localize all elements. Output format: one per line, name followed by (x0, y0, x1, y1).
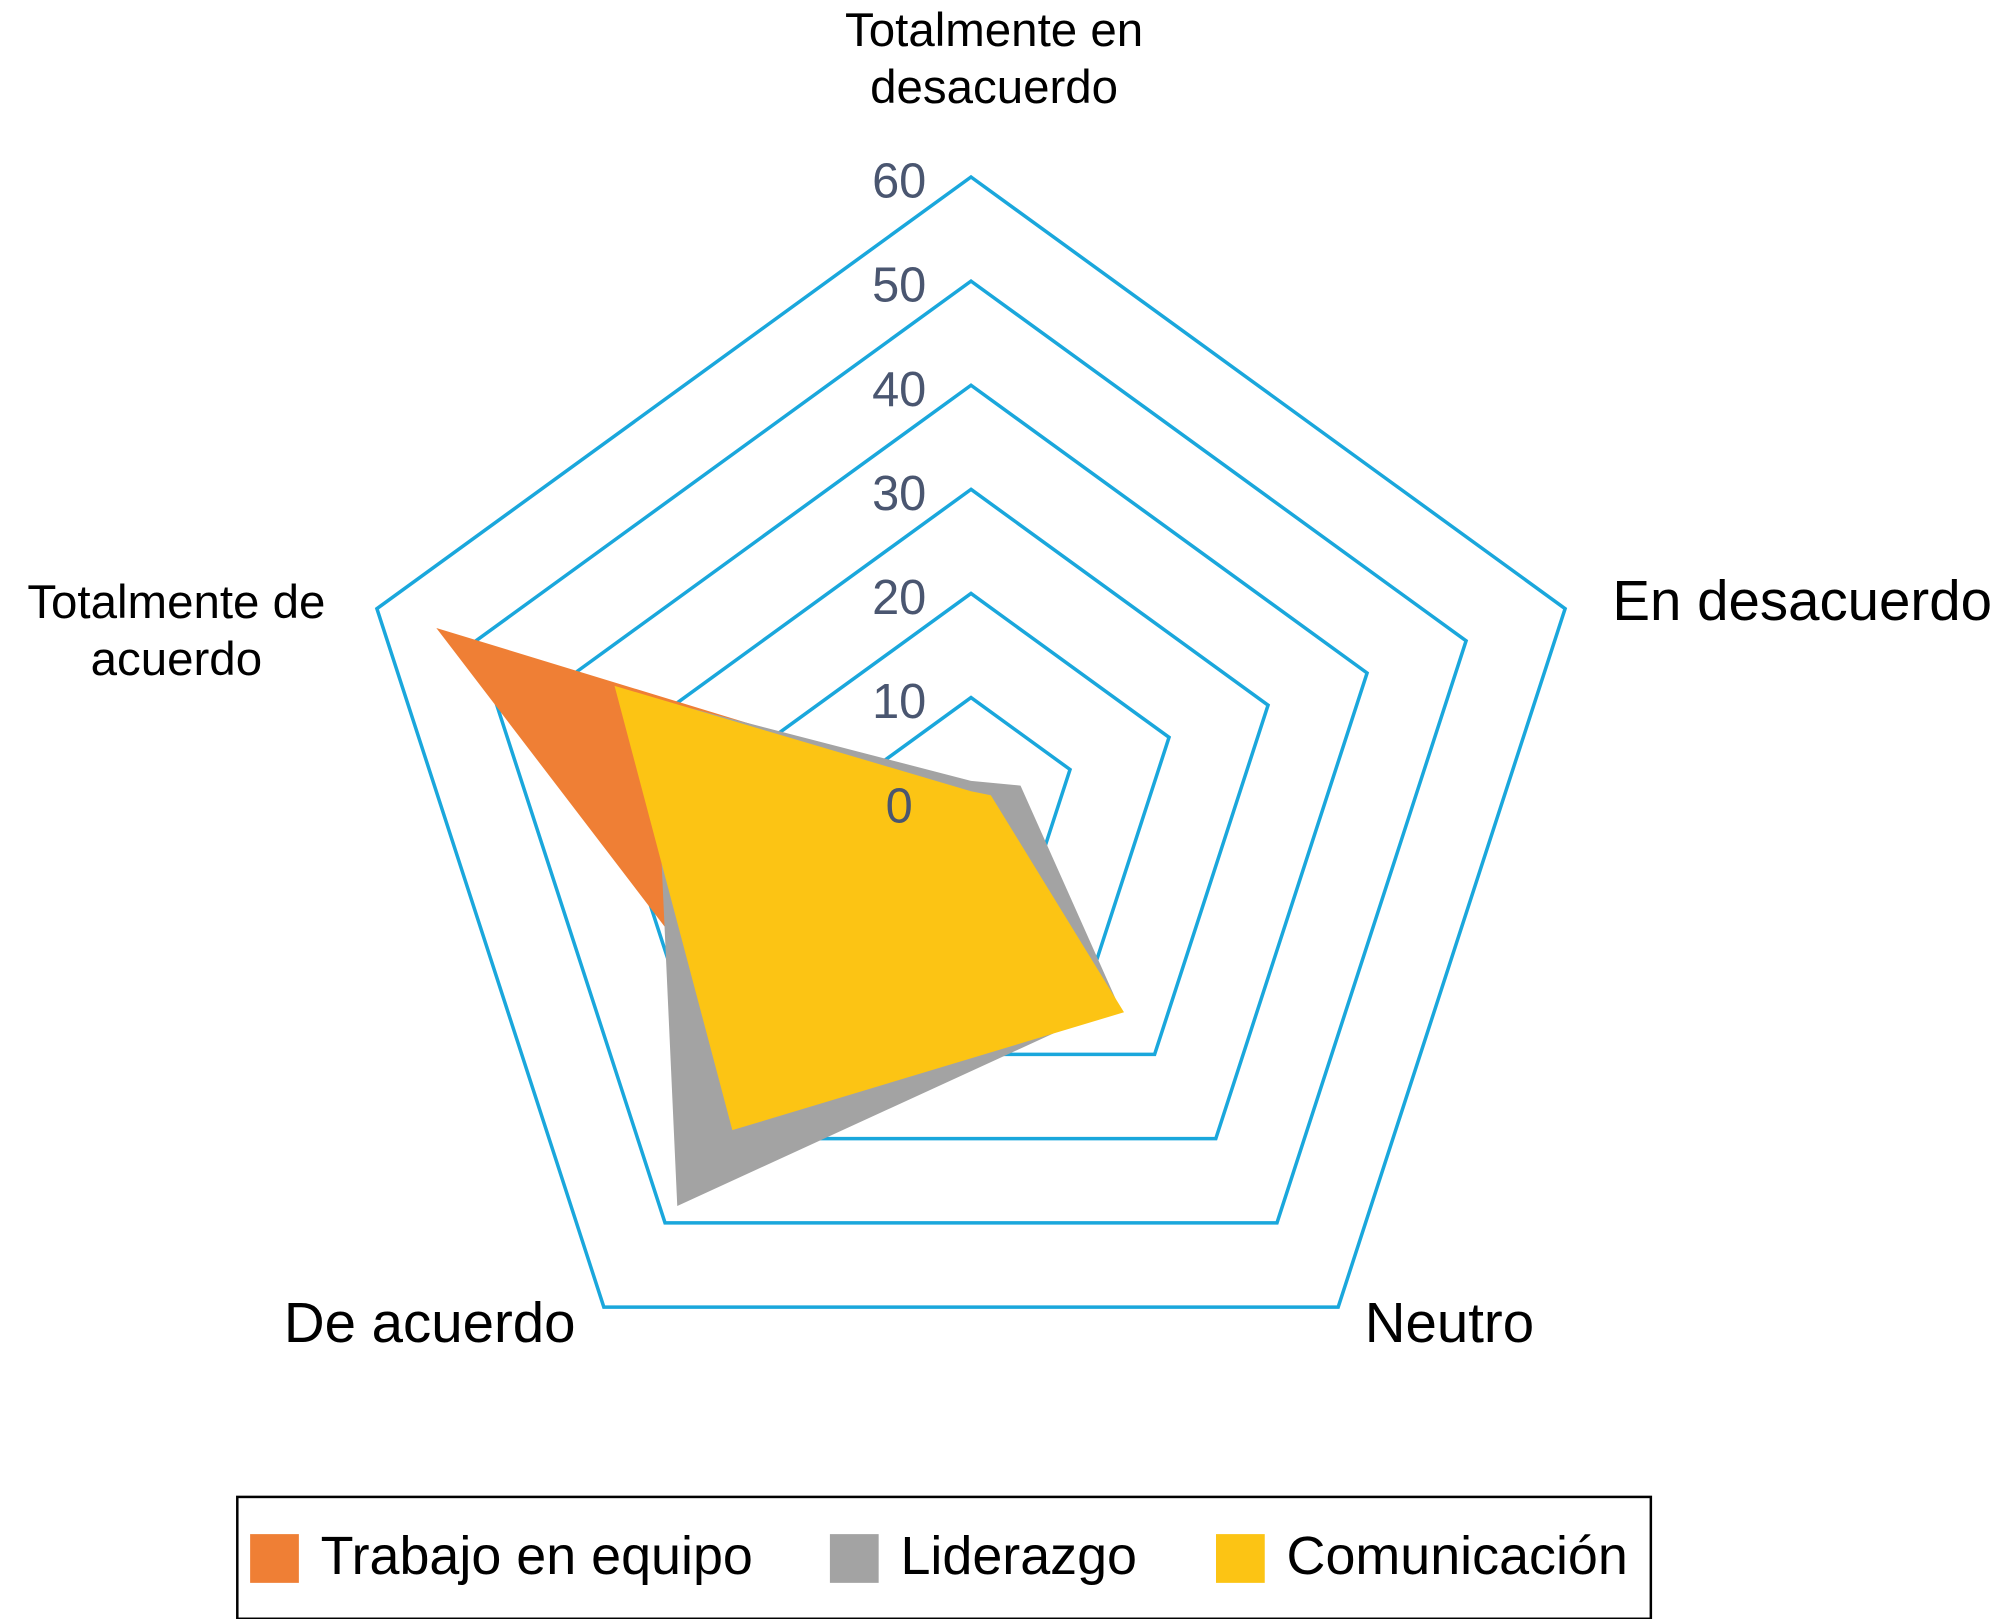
legend-label: Trabajo en equipo (321, 1526, 753, 1586)
legend-label: Comunicación (1287, 1526, 1628, 1586)
legend-item: Comunicación (1216, 1526, 1628, 1586)
grid-ring (374, 174, 1568, 1309)
legend-label: Liderazgo (900, 1526, 1137, 1586)
legend-item: Liderazgo (829, 1526, 1137, 1586)
category-label: De acuerdo (283, 1291, 576, 1355)
legend-swatch (829, 1534, 879, 1583)
category-label: En desacuerdo (1612, 568, 1992, 632)
category-label: Neutro (1364, 1291, 1535, 1355)
category-label: Totalmente en desacuerdo (845, 3, 1144, 114)
r-tick-label: 20 (872, 571, 926, 625)
legend-swatch (250, 1534, 299, 1583)
grid-ring (473, 278, 1469, 1225)
r-tick-label: 60 (872, 155, 926, 209)
r-tick-label: 40 (872, 363, 926, 417)
r-tick-label: 50 (872, 259, 926, 313)
legend-item: Trabajo en equipo (250, 1526, 753, 1586)
r-tick-label: 0 (886, 779, 913, 833)
category-label: Totalmente de acuerdo (27, 575, 326, 686)
legend-swatch (1216, 1534, 1265, 1583)
r-tick-label: 10 (872, 675, 926, 729)
r-tick-label: 30 (872, 467, 926, 521)
grid-ring (572, 383, 1370, 1141)
series-area (614, 685, 1124, 1131)
